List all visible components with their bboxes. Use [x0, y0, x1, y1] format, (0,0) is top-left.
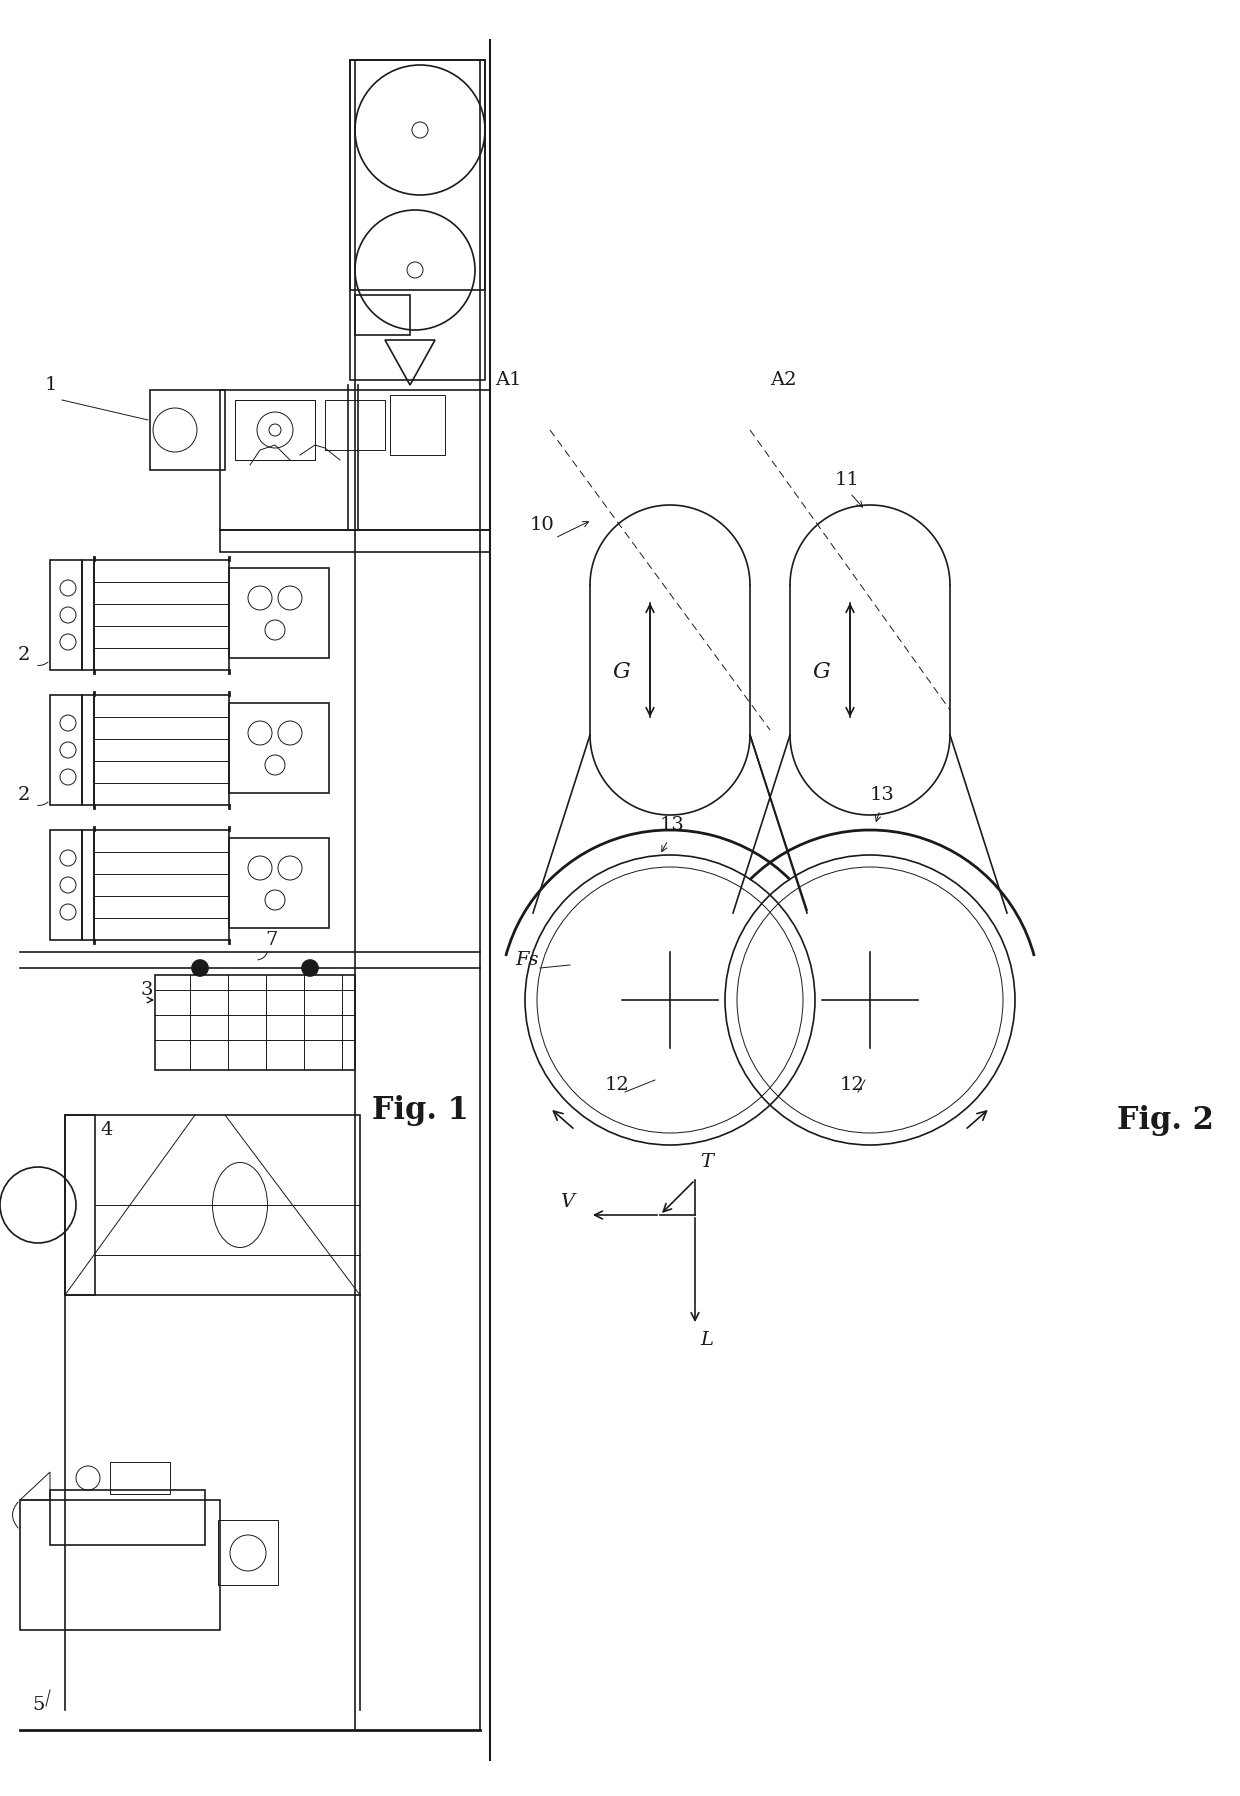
- Bar: [94, 560, 229, 670]
- Text: Fig. 2: Fig. 2: [1116, 1105, 1214, 1135]
- Text: 1: 1: [45, 375, 57, 393]
- Text: 2: 2: [19, 647, 30, 665]
- Bar: [50, 695, 82, 805]
- Text: 4: 4: [100, 1121, 113, 1139]
- Bar: [150, 390, 224, 471]
- Circle shape: [303, 961, 317, 975]
- Text: 11: 11: [835, 471, 859, 489]
- Bar: [325, 401, 384, 451]
- Bar: [350, 59, 485, 381]
- Text: 3: 3: [140, 981, 153, 999]
- Text: 13: 13: [870, 787, 895, 805]
- Bar: [50, 560, 82, 670]
- Bar: [50, 1491, 205, 1545]
- Text: 12: 12: [839, 1076, 864, 1094]
- Text: T: T: [701, 1153, 713, 1171]
- Text: 5: 5: [32, 1695, 45, 1713]
- Text: Fig. 1: Fig. 1: [372, 1094, 469, 1126]
- Text: A1: A1: [495, 372, 522, 390]
- Circle shape: [192, 961, 208, 975]
- Bar: [391, 395, 445, 454]
- Bar: [219, 390, 490, 530]
- Text: V: V: [560, 1193, 574, 1211]
- Bar: [350, 59, 485, 289]
- Text: L: L: [701, 1331, 713, 1349]
- Text: 7: 7: [265, 930, 278, 948]
- Bar: [82, 560, 94, 670]
- Bar: [155, 975, 355, 1070]
- Bar: [219, 530, 490, 551]
- Bar: [229, 839, 329, 929]
- Bar: [355, 295, 410, 336]
- Text: A2: A2: [770, 372, 796, 390]
- Text: 12: 12: [605, 1076, 630, 1094]
- Bar: [236, 401, 315, 460]
- Text: 13: 13: [660, 815, 684, 833]
- Bar: [110, 1462, 170, 1494]
- Text: G: G: [613, 661, 630, 682]
- Text: 2: 2: [19, 787, 30, 805]
- Bar: [82, 830, 94, 939]
- Bar: [20, 1500, 219, 1631]
- Bar: [229, 568, 329, 657]
- Text: 10: 10: [529, 515, 554, 533]
- Bar: [50, 830, 82, 939]
- Bar: [94, 830, 229, 939]
- Bar: [229, 702, 329, 794]
- Text: Fs: Fs: [515, 952, 538, 970]
- Text: G: G: [812, 661, 830, 682]
- Bar: [82, 695, 94, 805]
- Bar: [64, 1115, 360, 1295]
- Bar: [64, 1115, 95, 1295]
- Bar: [218, 1519, 278, 1586]
- Bar: [236, 401, 315, 460]
- Bar: [94, 695, 229, 805]
